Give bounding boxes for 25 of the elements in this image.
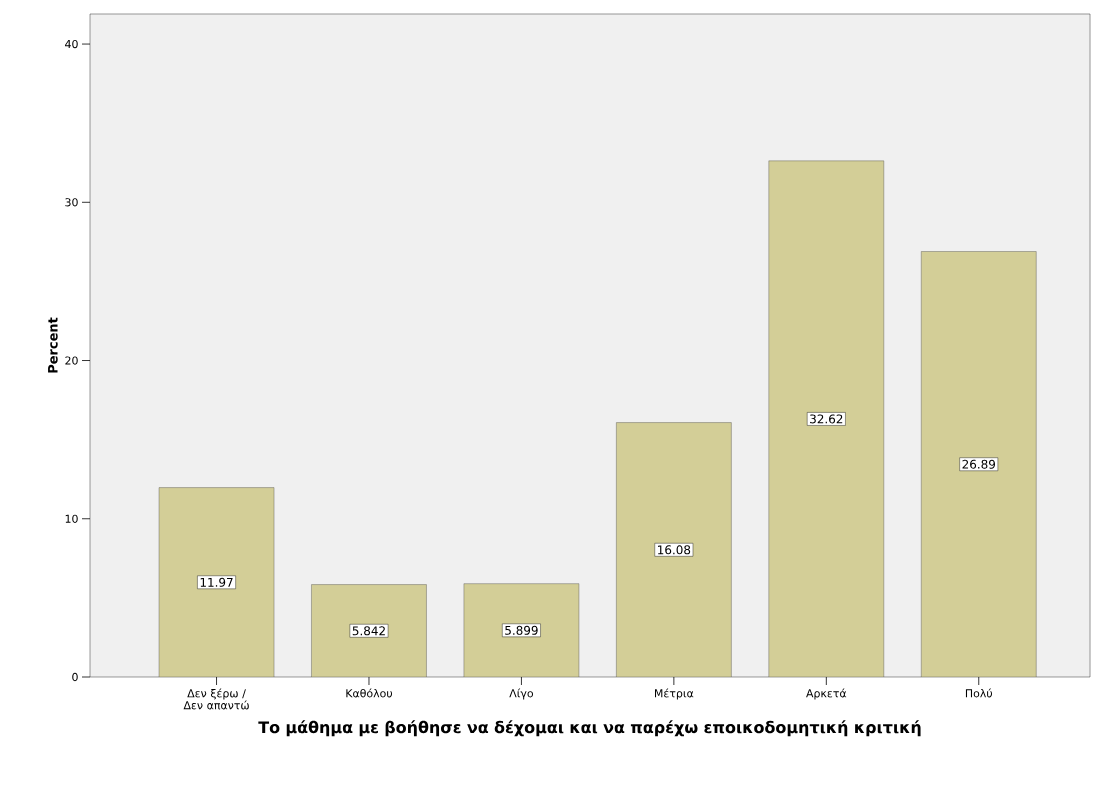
data-label: 26.89: [962, 459, 996, 469]
data-label: 5.842: [352, 626, 385, 636]
y-tick-label: 20: [65, 356, 78, 365]
y-axis-title: Percent: [48, 317, 58, 373]
data-label: 16.08: [658, 545, 691, 555]
bar: [158, 487, 275, 677]
data-label: 5.899: [505, 625, 538, 635]
y-tick-label: 0: [72, 672, 78, 682]
y-tick-label: 30: [65, 198, 78, 207]
bar: [921, 251, 1037, 677]
y-tick-label: 10: [65, 514, 78, 523]
data-label: 32.62: [810, 414, 843, 424]
bar: [311, 584, 427, 677]
x-tick-label: Καθόλου: [346, 688, 393, 698]
bar: [768, 160, 885, 677]
bar: [463, 583, 580, 677]
x-tick-label: Αρκετά: [806, 688, 847, 700]
x-axis-title: Το μάθημα με βοήθησε να δέχομαι και να παρέχω εποικοδομητική κριτική: [258, 720, 921, 737]
y-tick-label: 40: [65, 39, 78, 49]
x-tick-label: Λίγο: [509, 688, 534, 700]
bar: [616, 422, 732, 677]
x-tick-label: Δεν ξέρω / Δεν απαντώ: [183, 688, 249, 710]
x-tick-label: Μέτρια: [655, 688, 694, 700]
data-label: 11.97: [200, 577, 233, 587]
x-tick-label: Πολύ: [965, 688, 993, 698]
